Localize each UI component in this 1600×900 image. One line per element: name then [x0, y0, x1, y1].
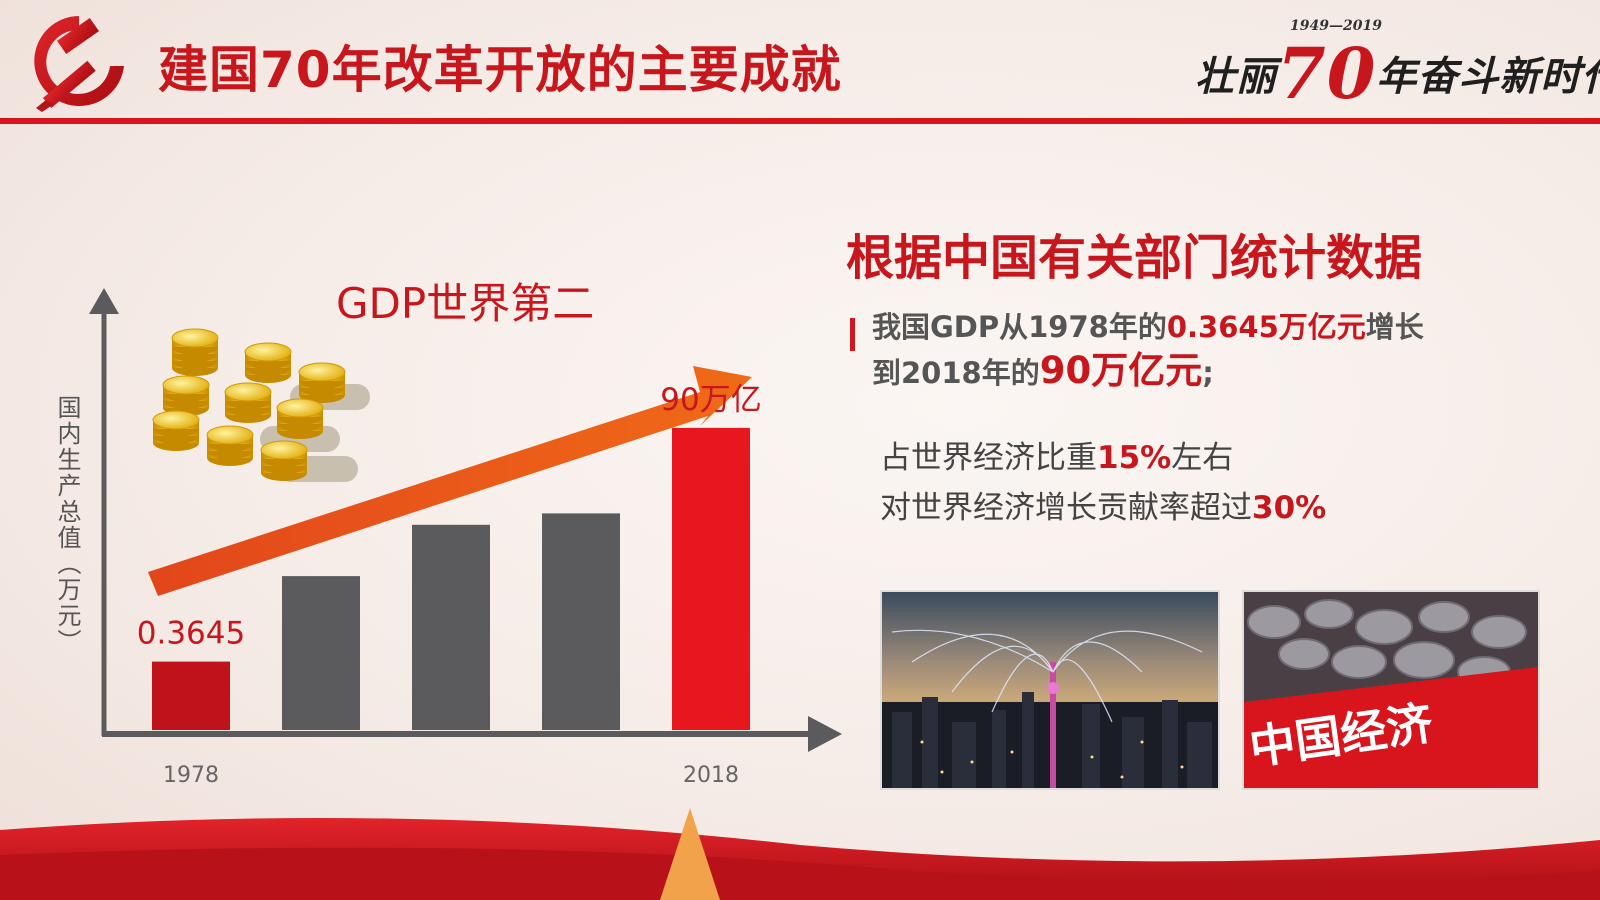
- footer-band: [0, 808, 1600, 900]
- gdp-text-part-2: 增长: [1365, 310, 1424, 344]
- gdp-text-part-3: 到2018年的: [872, 356, 1040, 390]
- accent-bar: [850, 318, 855, 351]
- coin-stack: [171, 328, 219, 376]
- chart-title: GDP世界第二: [336, 279, 595, 328]
- gdp-2018-highlight: 90万亿元: [1039, 349, 1203, 392]
- x-tick-label-1978: 1978: [163, 763, 219, 788]
- data-label-0: 0.3645: [137, 616, 245, 652]
- coins-image: 中国经济: [1244, 592, 1538, 788]
- gdp-growth-text: 我国GDP从1978年的0.3645万亿元增长 到2018年的90万亿元;: [872, 305, 1512, 395]
- gdp-text-part-4: ;: [1202, 356, 1214, 390]
- world-share-text: 占世界经济比重15%左右: [880, 432, 1233, 477]
- contribution-pre: 对世界经济增长贡献率超过: [880, 490, 1252, 526]
- contribution-value: 30%: [1252, 490, 1327, 526]
- coin-stack: [276, 398, 324, 439]
- coin-stack: [206, 425, 254, 466]
- world-share-post: 左右: [1171, 440, 1234, 476]
- gdp-1978-highlight: 0.3645万亿元: [1166, 310, 1366, 344]
- brand-slogan-post: 年奋斗新时代: [1376, 53, 1600, 100]
- brand-years: 1949—2019: [1290, 18, 1382, 34]
- bar-1: [282, 576, 360, 730]
- coin-stack: [298, 362, 346, 403]
- contribution-text: 对世界经济增长贡献率超过30%: [880, 482, 1326, 527]
- brand-slogan-pre: 壮丽: [1195, 53, 1277, 100]
- trend-arrow-icon: [148, 366, 752, 596]
- page-title: 建国70年改革开放的主要成就: [158, 41, 842, 99]
- bar-0: [152, 661, 230, 730]
- world-share-value: 15%: [1097, 440, 1172, 476]
- data-label-4: 90万亿: [660, 382, 761, 418]
- stats-heading: 根据中国有关部门统计数据: [846, 230, 1423, 286]
- x-tick-label-2018: 2018: [683, 763, 739, 788]
- x-axis-arrowhead: [808, 716, 842, 752]
- y-axis-label: 国内生产总值（万元）: [53, 395, 81, 655]
- city-network-image: [882, 592, 1218, 788]
- brand-slogan: 壮丽70年奋斗新时代: [1195, 32, 1600, 115]
- coins-photo: 中国经济: [1242, 590, 1540, 790]
- coin-stack: [152, 410, 200, 451]
- chart-labels: 0.3645 90万亿 1978 2018: [137, 382, 762, 788]
- header-divider: [0, 118, 1600, 124]
- bar-4: [672, 427, 750, 730]
- brand-slogan-num: 70: [1277, 32, 1377, 115]
- coin-stack: [244, 342, 292, 383]
- gdp-text-part-1: 我国GDP从1978年的: [872, 310, 1167, 344]
- coin-stack: [260, 440, 308, 481]
- coin-stack: [162, 375, 210, 416]
- y-axis-arrowhead: [89, 288, 119, 314]
- world-share-pre: 占世界经济比重: [880, 440, 1097, 476]
- bar-3: [542, 513, 620, 730]
- gold-coin-stacks: [152, 328, 370, 482]
- brand-logo: 1949—2019 壮丽70年奋斗新时代: [1195, 14, 1600, 115]
- party-emblem-icon: [34, 16, 124, 112]
- bar-2: [412, 524, 490, 730]
- bars: [152, 427, 750, 730]
- coin-stack: [224, 382, 272, 423]
- city-network-photo: [880, 590, 1220, 790]
